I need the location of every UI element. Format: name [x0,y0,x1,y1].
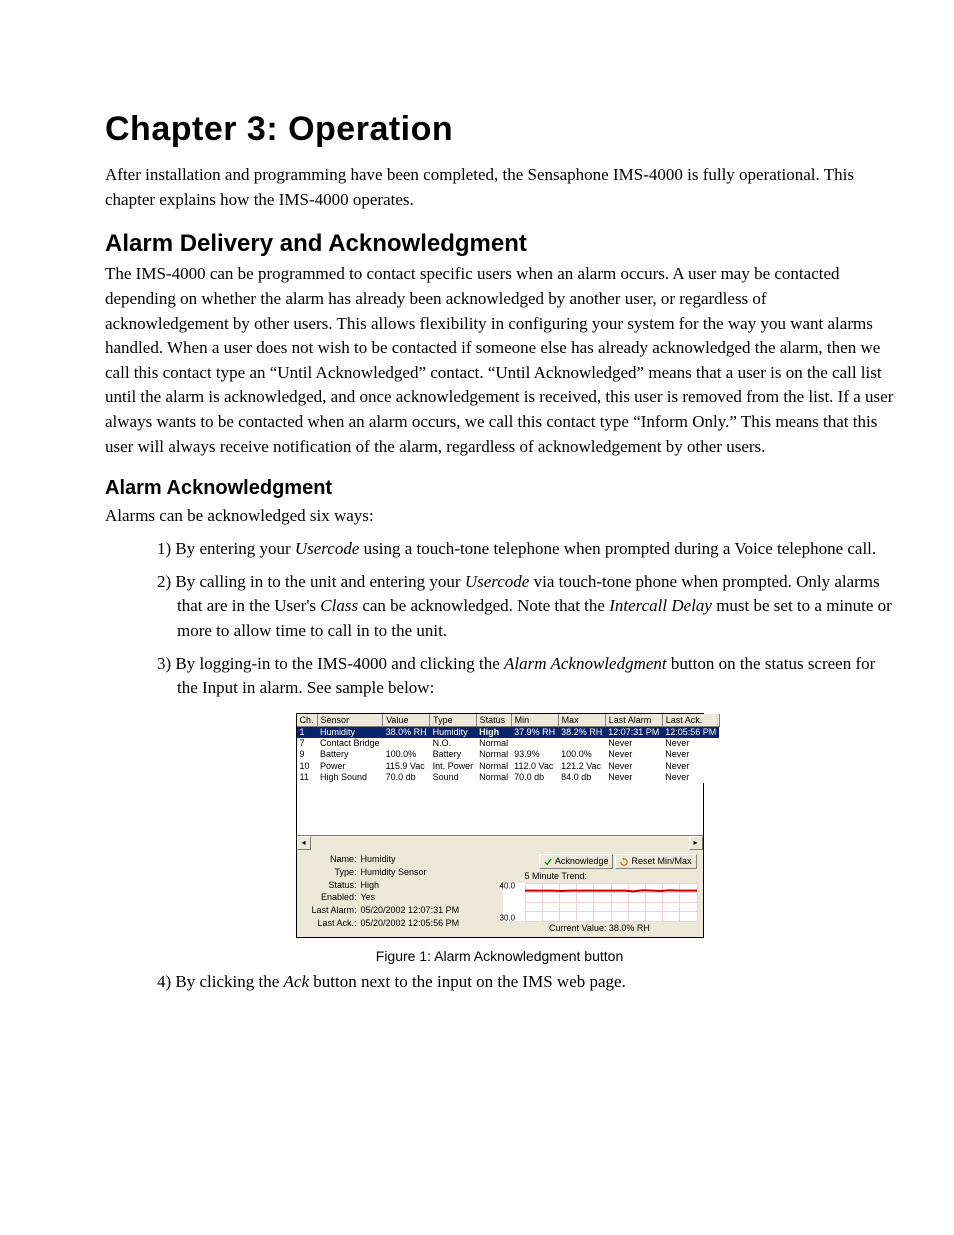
col-ch[interactable]: Ch. [297,714,318,727]
col-sensor[interactable]: Sensor [317,714,383,727]
chart-ytick-bottom: 30.0 [500,913,516,922]
section-alarm-ack-title: Alarm Acknowledgment [105,477,894,500]
sensor-table: Ch. Sensor Value Type Status Min Max Las… [297,714,720,783]
ack-methods-list-continued: 4) By clicking the Ack button next to th… [157,970,894,995]
table-row[interactable]: 10Power115.9 VacInt. PowerNormal112.0 Va… [297,761,720,772]
detail-status-label: Status: [303,880,361,892]
list-item: 3) By logging-in to the IMS-4000 and cli… [157,652,894,701]
horizontal-scrollbar[interactable]: ◂ ▸ [297,835,703,850]
col-min[interactable]: Min [511,714,558,727]
col-status[interactable]: Status [476,714,511,727]
scroll-track[interactable] [311,836,689,850]
check-icon [544,858,552,866]
table-row[interactable]: 1Humidity38.0% RHHumidityHigh37.9% RH38.… [297,726,720,738]
detail-name-label: Name: [303,854,361,866]
detail-enabled-value: Yes [361,892,376,904]
acknowledge-button[interactable]: Acknowledge [539,854,614,869]
list-item: 1) By entering your Usercode using a tou… [157,537,894,562]
detail-lastack-value: 05/20/2002 12:05:56 PM [361,918,460,930]
current-value-label: Current Value: 38.0% RH [503,923,697,933]
trend-label: 5 Minute Trend: [525,871,697,881]
section-alarm-ack-intro: Alarms can be acknowledged six ways: [105,504,894,529]
scroll-right-button[interactable]: ▸ [689,836,703,850]
detail-type-label: Type: [303,867,361,879]
detail-fields: Name:Humidity Type:Humidity Sensor Statu… [303,854,493,933]
list-item: 2) By calling in to the unit and enterin… [157,570,894,644]
reset-minmax-button[interactable]: Reset Min/Max [615,854,696,869]
detail-status-value: High [361,880,380,892]
col-max[interactable]: Max [558,714,605,727]
col-type[interactable]: Type [430,714,477,727]
list-item: 4) By clicking the Ack button next to th… [157,970,894,995]
button-row: Acknowledge Reset Min/Max [503,854,697,869]
detail-lastalarm-label: Last Alarm: [303,905,361,917]
intro-paragraph: After installation and programming have … [105,163,894,212]
col-lastalarm[interactable]: Last Alarm [605,714,662,727]
table-header-row: Ch. Sensor Value Type Status Min Max Las… [297,714,720,727]
detail-name-value: Humidity [361,854,396,866]
detail-pane: Name:Humidity Type:Humidity Sensor Statu… [297,850,703,937]
detail-right-pane: Acknowledge Reset Min/Max 5 Minute Trend… [503,854,697,933]
document-page: Chapter 3: Operation After installation … [0,0,954,1063]
col-lastack[interactable]: Last Ack. [662,714,719,727]
status-panel: Ch. Sensor Value Type Status Min Max Las… [296,713,704,938]
chart-plot-area [525,883,697,921]
table-empty-area [297,783,703,835]
detail-lastack-label: Last Ack.: [303,918,361,930]
table-row[interactable]: 7Contact BridgeN.O.NormalNeverNever [297,738,720,749]
detail-enabled-label: Enabled: [303,892,361,904]
status-screen-figure: Ch. Sensor Value Type Status Min Max Las… [296,713,704,938]
table-row[interactable]: 11High Sound70.0 dbSoundNormal70.0 db84.… [297,772,720,783]
ack-methods-list: 1) By entering your Usercode using a tou… [157,537,894,701]
table-row[interactable]: 9Battery100.0%BatteryNormal93.9%100.0%Ne… [297,749,720,760]
chapter-title: Chapter 3: Operation [105,110,894,149]
reset-icon [620,858,628,866]
section-alarm-delivery-title: Alarm Delivery and Acknowledgment [105,230,894,258]
col-value[interactable]: Value [383,714,430,727]
trend-chart: 40.0 30.0 [503,883,697,921]
chart-ytick-top: 40.0 [500,881,516,890]
figure-caption: Figure 1: Alarm Acknowledgment button [105,948,894,964]
detail-lastalarm-value: 05/20/2002 12:07:31 PM [361,905,460,917]
section-alarm-delivery-body: The IMS-4000 can be programmed to contac… [105,262,894,459]
detail-type-value: Humidity Sensor [361,867,427,879]
scroll-left-button[interactable]: ◂ [297,836,311,850]
